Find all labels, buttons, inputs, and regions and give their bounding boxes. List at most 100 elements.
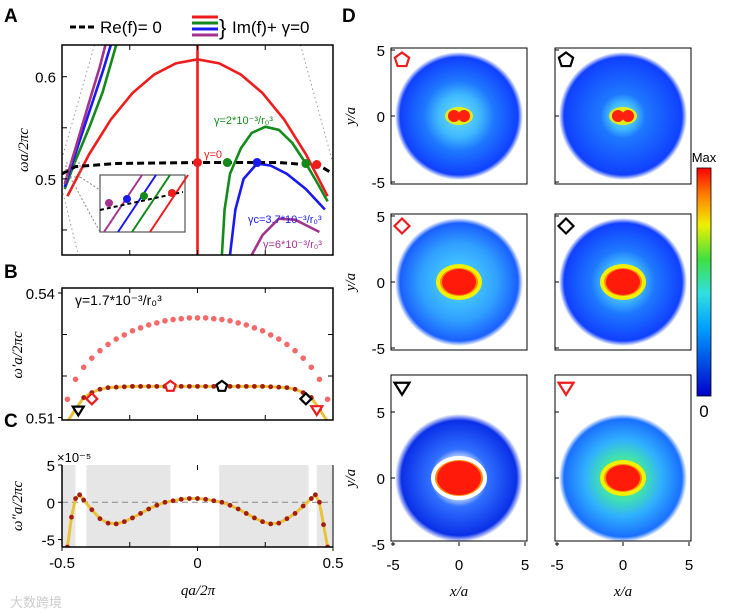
x-axis-label: qa/2π [181,583,216,599]
curve-green-left [63,45,118,190]
upper-dot [72,376,79,383]
curvature-dot [317,499,322,505]
marks [64,315,331,420]
curvature-dot [308,496,314,501]
map-marker-pentagon-red [393,51,411,68]
curvature-dot [178,496,184,502]
curvature-dot [284,516,290,522]
annotation-purple: γ=6*10⁻³/r₀³ [263,239,322,251]
legend-im-label: Im(f)+ γ=0 [232,18,309,37]
x-tick-label: 0.5 [323,555,344,572]
curvature-dot [154,502,160,508]
curvature-dot [203,496,209,502]
curvature-dot [113,521,119,527]
upper-dot [292,347,298,354]
curvature-dot [162,499,168,505]
upper-dot [210,315,217,322]
upper-dot [316,376,323,383]
inset-line-green [131,174,171,233]
inset-point-green [140,192,148,200]
field-core [622,110,634,122]
map-marker-diamond-red [392,216,412,236]
curvature-dot [276,520,282,526]
y-axis-label: ωa/2πc [16,128,32,172]
y-tick-label: 0 [377,109,385,126]
curve--6-10-3-r0-3 [250,217,320,255]
upper-dot [105,341,111,348]
lower-dot [268,384,274,390]
upper-dot [202,315,209,321]
crossing-point [301,159,311,169]
gamma-annotation: γ=1.7*10⁻³/r₀³ [75,292,162,308]
crossing-point [312,160,322,170]
field-core [442,269,476,295]
lower-dot [178,383,184,389]
panel-c-plot: 5 0 -5 -0.5 0 0.5 ×10⁻⁵ ω″a/2πc qa/2π [10,450,343,599]
upper-dot [162,317,168,324]
upper-dot [251,325,258,331]
lower-dot [292,386,298,392]
map-marker-triangle-down-black [392,381,412,397]
panel-label-b: B [4,262,18,283]
lower-dot [97,386,103,392]
map-marker-pentagon-black [557,51,575,68]
curvature-dot [227,502,233,508]
field-core [606,269,640,295]
crossing-point [222,158,232,168]
curvature-dot [97,516,103,522]
upper-dot [80,364,87,371]
y-tick-label: 0 [377,275,385,292]
upper-dot [194,315,201,321]
x-axis-label: x/a [449,584,468,600]
scale-label: ×10⁻⁵ [57,450,91,465]
y-tick-label: 0.5 [35,172,56,189]
x-tick-label: 0 [619,557,627,574]
legend-brace: } [219,15,226,40]
curvature-dot [138,511,143,516]
lower-dot [211,383,217,389]
crossing-point [252,158,262,168]
upper-dot [186,315,193,321]
panel-label-c: C [4,411,18,432]
panel-a-plot: 0.6 0.5ωa/2πc γ=0 γ=2*10⁻³/r₀³ γc=3.7*10⁻³/r… [16,44,334,256]
lower-dot [243,383,249,389]
upper-dot [324,396,331,403]
y-tick-label: -5 [372,175,385,192]
x-axis-label: x/a [613,584,632,600]
upper-dot [137,325,144,331]
curvature-dot [77,492,83,498]
lower-band-line [66,384,329,420]
annotation-blue: γc=3.7*10⁻³/r₀³ [248,214,322,226]
zoom-connector [79,176,101,191]
upper-dot [129,327,136,334]
curvature-dot [211,498,217,504]
curves [62,45,333,255]
lower-dot [227,383,233,389]
y-tick-label: 5 [47,458,55,475]
curve-purple-left [63,45,107,185]
curvature-dot [186,496,192,501]
inset-point-red [168,189,176,197]
upper-dot [145,322,152,328]
legend-re-label: Re(f)= 0 [100,18,162,37]
upper-dot [243,322,250,328]
curvature-dot [105,520,111,526]
upper-dot [121,332,128,338]
upper-dot [300,355,306,361]
curvature-dot [252,515,257,521]
lower-dot [252,383,257,389]
curvature-dot [69,514,74,520]
triangle-down-marker-black [70,405,86,418]
panel-d-heatmaps: 5 0 -5 y/a 5 0 -5 y/a 5 0 -5 y/a -5 0 5 x/a -5 0 5 x/a Max 0 [343,43,717,600]
curvature-dot [312,492,318,498]
y-tick-label: -5 [372,341,385,358]
y-axis-label: ω′a/2πc [10,331,26,379]
y-tick-label: 0.54 [26,286,55,303]
field-core [437,461,481,495]
gray-band [316,465,333,547]
y-tick-label: 0 [47,495,55,512]
curve--2-10-3-r0-3 [220,125,329,255]
lower-dot [138,383,143,389]
y-axis-label: y/a [343,107,359,127]
lower-dot [130,383,135,389]
